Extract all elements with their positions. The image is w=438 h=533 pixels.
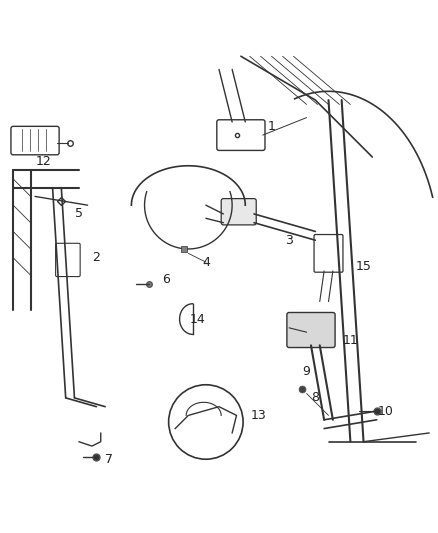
Text: 6: 6 <box>162 273 170 286</box>
Text: 14: 14 <box>189 312 205 326</box>
Text: 8: 8 <box>311 391 319 405</box>
Text: 5: 5 <box>75 207 83 221</box>
Text: 1: 1 <box>268 120 276 133</box>
FancyBboxPatch shape <box>287 312 335 348</box>
Text: 15: 15 <box>356 260 371 273</box>
Text: 12: 12 <box>36 155 52 168</box>
Text: 11: 11 <box>343 335 358 348</box>
Text: 13: 13 <box>251 409 266 422</box>
Text: 10: 10 <box>378 405 393 417</box>
Text: 7: 7 <box>106 453 113 466</box>
FancyBboxPatch shape <box>221 199 256 225</box>
Text: 4: 4 <box>202 256 210 269</box>
Text: 3: 3 <box>285 233 293 247</box>
Text: 9: 9 <box>303 365 311 378</box>
Text: 2: 2 <box>92 251 100 264</box>
